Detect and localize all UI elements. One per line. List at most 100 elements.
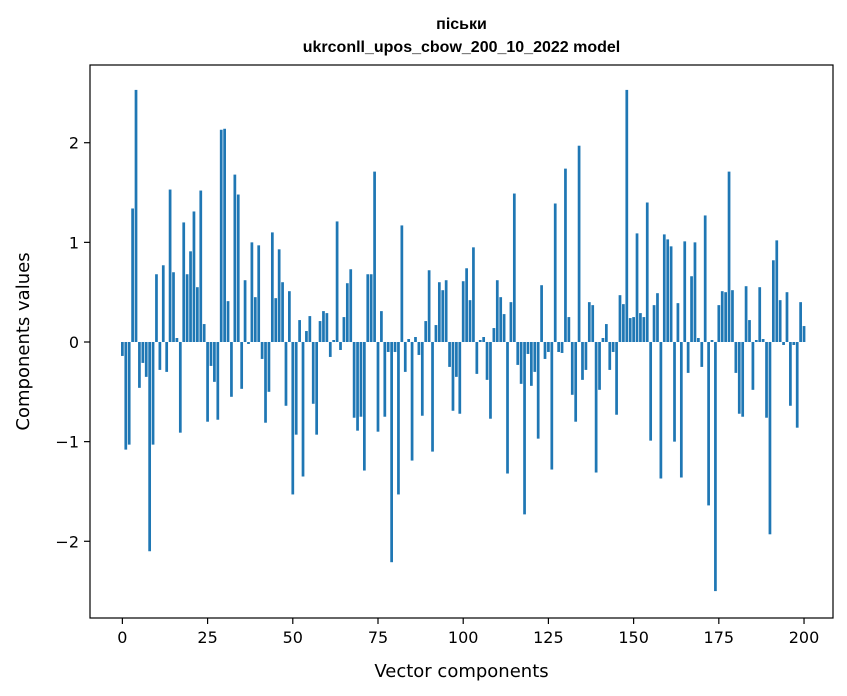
bar-152: [639, 313, 642, 342]
bar-43: [267, 341, 271, 392]
bar-12: [161, 265, 165, 342]
bar-34: [236, 194, 240, 342]
x-tick-label: 200: [789, 628, 820, 647]
bar-53: [301, 341, 305, 477]
y-tick-label: −1: [55, 433, 79, 452]
y-axis-label: Components values: [13, 252, 34, 430]
bar-77: [383, 341, 387, 417]
bar-94: [441, 290, 445, 342]
bar-147: [622, 304, 625, 342]
bar-165: [683, 241, 687, 342]
bar-9: [151, 341, 155, 445]
bar-18: [182, 222, 186, 342]
bar-163: [676, 303, 680, 342]
bars: [121, 89, 806, 592]
bar-15: [172, 272, 175, 342]
bar-66: [345, 283, 349, 342]
bar-14: [168, 189, 172, 342]
bar-127: [553, 203, 557, 342]
bar-0: [121, 341, 124, 356]
bar-63: [335, 221, 339, 342]
bar-90: [427, 270, 431, 342]
bar-98: [455, 341, 458, 377]
bar-11: [158, 341, 162, 370]
y-tick-label: 1: [69, 233, 79, 252]
bar-25: [206, 341, 209, 422]
bar-73: [369, 274, 373, 342]
bar-79: [390, 341, 393, 563]
bar-59: [322, 311, 325, 342]
bar-122: [536, 341, 540, 439]
bar-200: [802, 326, 806, 342]
bar-189: [765, 341, 768, 418]
bar-1: [124, 341, 128, 450]
bar-132: [570, 341, 574, 395]
bar-194: [782, 341, 785, 345]
bar-22: [195, 287, 199, 342]
bar-56: [311, 341, 315, 404]
bar-117: [519, 341, 523, 384]
bar-143: [608, 341, 612, 370]
bar-183: [744, 286, 748, 342]
bar-71: [363, 341, 366, 471]
bar-191: [771, 260, 775, 342]
bar-197: [792, 341, 796, 345]
bar-91: [431, 341, 434, 452]
bar-17: [178, 341, 182, 433]
bar-196: [789, 341, 792, 406]
bar-33: [233, 174, 237, 342]
bar-89: [424, 321, 428, 342]
bar-35: [240, 341, 244, 389]
bar-160: [666, 239, 670, 342]
bar-182: [741, 341, 745, 417]
bar-101: [465, 268, 468, 342]
bar-111: [499, 297, 503, 342]
x-tick-label: 175: [704, 628, 735, 647]
bar-186: [754, 340, 758, 342]
bar-102: [468, 300, 472, 342]
bar-155: [649, 341, 653, 441]
bar-174: [714, 341, 717, 592]
chart-subtitle: ukrconll_upos_cbow_200_10_2022 model: [303, 39, 620, 56]
bar-106: [482, 337, 486, 342]
bar-164: [679, 341, 683, 478]
bar-93: [437, 282, 441, 342]
bar-131: [567, 317, 571, 342]
bar-130: [564, 168, 567, 342]
chart-title: піськи: [436, 16, 487, 33]
bar-119: [526, 341, 530, 354]
bar-179: [731, 290, 734, 342]
bar-108: [489, 341, 492, 419]
bar-103: [472, 247, 475, 342]
bar-157: [656, 293, 659, 342]
bar-185: [751, 341, 755, 390]
bar-126: [550, 341, 554, 470]
bar-30: [223, 128, 226, 342]
bar-83: [403, 341, 407, 372]
bar-113: [506, 341, 509, 474]
bar-27: [213, 341, 216, 382]
bar-67: [349, 269, 353, 342]
bar-134: [577, 145, 581, 342]
x-tick-label: 150: [618, 628, 649, 647]
bar-10: [155, 274, 158, 342]
x-tick-label: 25: [197, 628, 217, 647]
bar-3: [131, 208, 134, 342]
bar-88: [420, 341, 424, 416]
y-tick-label: 0: [69, 333, 79, 352]
bar-87: [417, 341, 421, 355]
bar-121: [533, 341, 537, 372]
y-axis: −2 −1 0 1 2: [55, 134, 90, 551]
bar-20: [189, 251, 192, 342]
x-tick-label: 0: [117, 628, 127, 647]
bar-16: [175, 338, 179, 342]
bar-65: [342, 317, 346, 342]
bar-166: [686, 341, 690, 373]
bar-192: [775, 240, 779, 342]
bar-107: [485, 341, 489, 380]
bar-78: [386, 341, 390, 352]
bar-31: [226, 301, 230, 342]
bar-181: [737, 341, 741, 414]
bar-110: [495, 280, 499, 342]
